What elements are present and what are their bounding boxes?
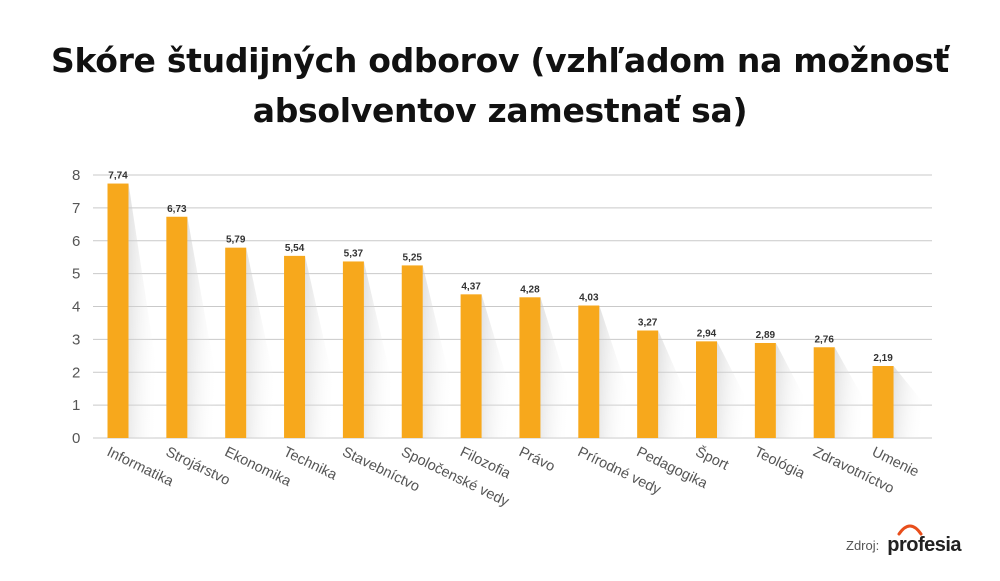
- value-label: 2,76: [814, 334, 834, 345]
- y-tick-label: 1: [72, 397, 80, 414]
- bar: [813, 347, 835, 438]
- y-tick-label: 4: [72, 299, 80, 316]
- chart-title-line-1: Skóre študijných odborov (vzhľadom na mo…: [50, 41, 950, 80]
- y-tick-label: 8: [72, 167, 80, 184]
- bar: [166, 216, 188, 438]
- value-label: 2,89: [756, 330, 776, 341]
- bar-shadow: [422, 265, 457, 438]
- bar: [284, 255, 306, 438]
- value-label: 4,28: [520, 284, 540, 295]
- y-tick-label: 3: [72, 331, 80, 348]
- y-tick-label: 7: [72, 200, 80, 217]
- x-tick-label: Teológia: [752, 444, 808, 482]
- chart-title-line-2: absolventov zamestnať sa): [252, 91, 748, 130]
- y-tick-label: 2: [72, 364, 80, 381]
- bar: [401, 265, 423, 438]
- bar: [460, 294, 482, 438]
- source-label: Zdroj:: [846, 537, 880, 553]
- bar: [225, 247, 247, 438]
- value-label: 3,27: [638, 317, 658, 328]
- x-tick-label: Strojárstvo: [163, 444, 232, 489]
- bar-shadows: [128, 183, 928, 438]
- value-label: 5,54: [285, 243, 305, 254]
- bar-shadow: [834, 347, 869, 438]
- value-label: 5,79: [226, 235, 246, 246]
- source-brand: profesia: [887, 533, 962, 556]
- bar: [578, 305, 600, 438]
- value-label: 5,37: [344, 248, 364, 259]
- bar: [107, 183, 129, 438]
- bar-shadow: [128, 183, 163, 438]
- value-label: 6,73: [167, 204, 187, 215]
- bar-shadow: [481, 294, 516, 438]
- value-label: 2,19: [873, 353, 893, 364]
- bar-shadow: [246, 247, 281, 438]
- logo-arc-icon: [897, 524, 923, 535]
- bar-shadow: [540, 297, 575, 438]
- y-tick-label: 0: [72, 430, 80, 447]
- bar-shadow: [187, 216, 222, 438]
- profesia-logo: profesia: [887, 524, 962, 557]
- bar-shadow: [893, 366, 928, 438]
- source-credit: Zdroj: profesia: [846, 524, 962, 560]
- bar-shadow: [305, 255, 340, 438]
- bar: [872, 366, 894, 438]
- value-label: 4,37: [461, 281, 481, 292]
- x-tick-label: Právo: [516, 444, 557, 475]
- y-tick-label: 6: [72, 233, 80, 250]
- bar-shadow: [775, 342, 810, 438]
- bar: [696, 341, 717, 438]
- value-label: 2,94: [697, 328, 717, 339]
- y-tick-label: 5: [72, 266, 80, 283]
- bar-shadow: [599, 305, 634, 438]
- bar: [754, 342, 776, 438]
- value-label: 5,25: [403, 252, 423, 263]
- bars: [107, 183, 894, 438]
- value-label: 4,03: [579, 293, 599, 304]
- bar: [342, 261, 364, 438]
- bar-shadow: [717, 341, 751, 438]
- bar-shadow: [363, 261, 398, 438]
- value-labels: 7,74 6,73 5,79 5,54 5,37 5,25 4,37 4,28 4,03 3,27…: [108, 171, 893, 364]
- chart-title: Skóre študijných odborov (vzhľadom na mo…: [0, 36, 1000, 136]
- y-axis: 0 1 2 3 4 5 6 7 8: [72, 167, 80, 447]
- bar: [637, 330, 659, 438]
- bar: [519, 297, 541, 438]
- bar-shadow: [658, 330, 693, 438]
- value-label: 7,74: [108, 171, 128, 182]
- x-tick-label: Šport: [693, 443, 732, 473]
